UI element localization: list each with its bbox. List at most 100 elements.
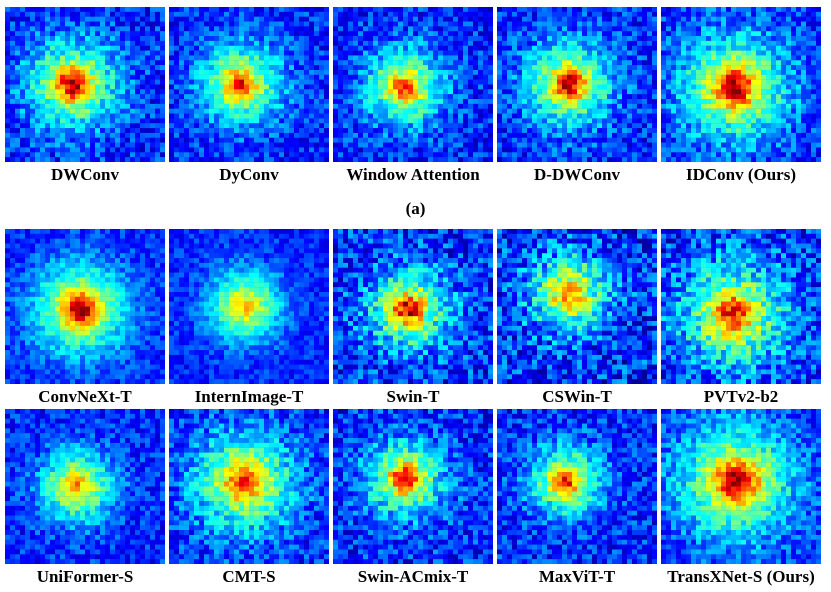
heatmap-cell (488, 21, 493, 27)
heatmap-cell (483, 55, 489, 61)
heatmap-cell (652, 45, 657, 51)
heatmap-cell (453, 147, 459, 153)
heatmap-cell (751, 103, 757, 109)
heatmap-cell (632, 84, 638, 90)
heatmap-cell (671, 137, 677, 143)
heatmap-cell (289, 69, 295, 75)
heatmap-cell (55, 108, 61, 114)
heatmap-cell (65, 132, 71, 138)
heatmap-cell (15, 74, 21, 80)
heatmap-cell (398, 89, 404, 95)
heatmap-cell (488, 11, 493, 17)
heatmap-cell (80, 21, 86, 27)
heatmap-cell (661, 60, 667, 66)
heatmap-cell (751, 16, 757, 22)
heatmap-cell (512, 45, 518, 51)
heatmap-cell (105, 152, 111, 158)
heatmap-cell (209, 99, 215, 104)
heatmap-cell (100, 50, 106, 56)
heatmap-cell (279, 84, 285, 90)
heatmap-cell (110, 89, 116, 95)
heatmap-cell (219, 65, 225, 71)
heatmap-cell (408, 157, 414, 162)
heatmap-cell (647, 21, 653, 27)
heatmap-cell (45, 84, 51, 90)
heatmap-cell (463, 99, 469, 104)
heatmap-cell (50, 99, 56, 104)
heatmap-cell (378, 31, 384, 37)
heatmap-cell (204, 137, 210, 143)
heatmap-cell (587, 142, 593, 148)
heatmap-cell (199, 142, 205, 148)
heatmap-cell (10, 108, 16, 114)
heatmap-cell (721, 79, 727, 85)
heatmap-cell (140, 103, 146, 109)
heatmap-cell (259, 74, 265, 80)
heatmap-cell (274, 45, 280, 51)
heatmap-cell (716, 132, 722, 138)
heatmap-cell (562, 152, 568, 158)
heatmap-cell (806, 89, 812, 95)
heatmap-cell (691, 123, 697, 129)
heatmap-cell (90, 118, 96, 124)
heatmap-cell (577, 152, 583, 158)
heatmap-cell (666, 113, 672, 119)
heatmap-cell (279, 50, 285, 56)
heatmap-cell (20, 147, 26, 153)
heatmap-cell (214, 50, 220, 56)
heatmap-cell (537, 157, 543, 162)
heatmap-cell (711, 26, 717, 32)
heatmap-cell (309, 123, 315, 129)
heatmap-cell (572, 118, 578, 124)
heatmap-cell (398, 60, 404, 66)
heatmap-cell (428, 147, 434, 153)
heatmap-cell (562, 69, 568, 75)
heatmap-cell (632, 40, 638, 46)
heatmap-cell (652, 137, 657, 143)
heatmap-cell (562, 65, 568, 71)
heatmap-cell (204, 113, 210, 119)
heatmap-cell (214, 137, 220, 143)
heatmap-cell (174, 31, 180, 37)
heatmap-cell (304, 36, 310, 42)
heatmap-cell (617, 16, 623, 22)
heatmap-cell (348, 60, 354, 66)
heatmap-cell (691, 36, 697, 42)
heatmap-cell (244, 26, 250, 32)
heatmap-cell (617, 69, 623, 75)
heatmap-cell (299, 69, 305, 75)
heatmap-cell (562, 108, 568, 114)
heatmap-cell (771, 40, 777, 46)
heatmap-cell (244, 7, 250, 12)
heatmap-cell (35, 16, 41, 22)
heatmap-cell (324, 65, 329, 71)
heatmap-cell (776, 128, 782, 134)
heatmap-cell (686, 84, 692, 90)
heatmap-cell (35, 123, 41, 129)
heatmap-cell (120, 137, 126, 143)
heatmap-cell (562, 89, 568, 95)
heatmap-cell (771, 36, 777, 42)
heatmap-cell (353, 132, 359, 138)
heatmap-cell (781, 79, 787, 85)
heatmap-cell (358, 21, 364, 27)
heatmap-cell (95, 113, 101, 119)
heatmap-cell (368, 40, 374, 46)
heatmap-cell (70, 137, 76, 143)
heatmap-cell (10, 137, 16, 143)
heatmap-cell (497, 94, 503, 100)
heatmap-cell (786, 99, 792, 104)
heatmap-cell (701, 69, 707, 75)
heatmap-cell (607, 11, 613, 17)
heatmap-cell (309, 50, 315, 56)
heatmap-cell (150, 137, 156, 143)
heatmap-cell (691, 50, 697, 56)
heatmap-cell (179, 152, 185, 158)
heatmap-cell (189, 40, 195, 46)
heatmap-cell (20, 152, 26, 158)
heatmap-cell (532, 132, 538, 138)
heatmap-cell (473, 84, 479, 90)
heatmap-cell (468, 7, 474, 12)
heatmap-cell (403, 128, 409, 134)
heatmap-cell (324, 157, 329, 162)
